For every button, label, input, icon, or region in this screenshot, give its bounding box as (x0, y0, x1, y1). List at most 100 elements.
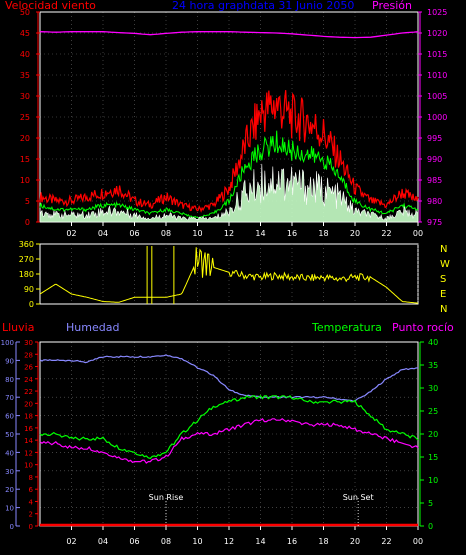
x-tick-label: 02 (66, 229, 76, 238)
series-average-fill (39, 163, 419, 223)
x-tick-label: 02 (66, 537, 76, 546)
x-tick-label: 16 (287, 537, 297, 546)
x-tick-label: 10 (192, 537, 202, 546)
y-tick-label: 20 (428, 430, 438, 439)
y-tick-label: 180 (19, 270, 34, 279)
rain-label: Lluvia (2, 321, 34, 334)
sunrise-label: Sun Rise (149, 493, 184, 502)
series-direction (39, 247, 419, 304)
y-tick-label: 14 (24, 437, 33, 445)
y-tick-label: 995 (427, 134, 442, 143)
compass-label: N (440, 244, 447, 255)
y-tick-label: 0 (25, 218, 30, 227)
y-tick-label: 20 (24, 400, 33, 408)
y-tick-label: 360 (19, 240, 34, 249)
series-pressure (39, 31, 419, 39)
wind-speed-label: Velocidad viento (5, 0, 96, 12)
y-tick-label: 25 (428, 407, 438, 416)
sunset-label: Sun Set (343, 493, 374, 502)
y-tick-label: 0 (428, 522, 433, 531)
x-tick-label: 22 (381, 537, 391, 546)
x-tick-label: 12 (224, 229, 234, 238)
y-tick-label: 10 (428, 476, 438, 485)
y-tick-label: 35 (428, 361, 438, 370)
y-tick-label: 90 (5, 357, 14, 365)
y-tick-label: 0 (10, 523, 14, 531)
y-tick-label: 18 (24, 413, 33, 421)
y-tick-label: 10 (5, 505, 14, 513)
temperature-label: Temperatura (311, 321, 382, 334)
series-gust (39, 90, 419, 213)
y-tick-label: 45 (20, 29, 30, 38)
y-tick-label: 990 (427, 155, 442, 164)
y-tick-label: 40 (5, 449, 14, 457)
y-tick-label: 1015 (427, 50, 447, 59)
y-tick-label: 0 (29, 300, 34, 309)
x-tick-label: 14 (255, 229, 265, 238)
humidity-label: Humedad (66, 321, 119, 334)
y-tick-label: 10 (20, 176, 30, 185)
y-tick-label: 20 (20, 134, 30, 143)
x-tick-label: 08 (161, 537, 171, 546)
y-tick-label: 30 (20, 92, 30, 101)
series-dewpoint (39, 417, 419, 464)
temp-humidity-panel: 0102030405060708090100024681012141618202… (1, 338, 439, 546)
y-tick-label: 20 (5, 486, 14, 494)
y-tick-label: 1010 (427, 71, 447, 80)
y-tick-label: 1025 (427, 8, 447, 17)
y-tick-label: 30 (5, 468, 14, 476)
y-tick-label: 40 (428, 338, 438, 347)
y-tick-label: 4 (29, 498, 34, 506)
y-tick-label: 1020 (427, 29, 447, 38)
compass-label: S (440, 274, 446, 285)
x-tick-label: 06 (129, 537, 139, 546)
x-tick-label: 10 (192, 229, 202, 238)
y-tick-label: 10 (24, 462, 33, 470)
x-tick-label: 20 (350, 537, 360, 546)
x-tick-label: 12 (224, 537, 234, 546)
chart-title: 24 hora graphdata 31 Junio 2050 (172, 0, 354, 12)
x-tick-label: 08 (161, 229, 171, 238)
y-tick-label: 16 (24, 425, 33, 433)
x-tick-label: 18 (318, 229, 328, 238)
y-tick-label: 6 (29, 486, 34, 494)
x-tick-label: 04 (98, 537, 108, 546)
x-tick-label: 14 (255, 537, 265, 546)
x-tick-label: 22 (381, 229, 391, 238)
y-tick-label: 26 (24, 364, 33, 372)
y-tick-label: 5 (428, 499, 433, 508)
x-tick-label: 00 (413, 537, 423, 546)
y-tick-label: 1000 (427, 113, 447, 122)
y-tick-label: 985 (427, 176, 442, 185)
y-tick-label: 50 (20, 8, 30, 17)
x-tick-label: 00 (413, 229, 423, 238)
compass-label: E (440, 289, 446, 300)
series-temperature (39, 394, 419, 460)
y-tick-label: 8 (29, 474, 33, 482)
y-tick-label: 15 (428, 453, 438, 462)
y-tick-label: 100 (1, 339, 14, 347)
y-tick-label: 60 (5, 413, 14, 421)
y-tick-label: 22 (24, 388, 33, 396)
y-tick-label: 28 (24, 351, 33, 359)
y-tick-label: 0 (29, 523, 33, 531)
y-tick-label: 50 (5, 431, 14, 439)
y-tick-label: 30 (24, 339, 33, 347)
y-tick-label: 40 (20, 50, 30, 59)
y-tick-label: 70 (5, 394, 14, 402)
compass-label: N (440, 304, 447, 315)
y-tick-label: 25 (20, 113, 30, 122)
x-tick-label: 20 (350, 229, 360, 238)
y-tick-label: 5 (25, 197, 30, 206)
y-tick-label: 30 (428, 384, 438, 393)
y-tick-label: 975 (427, 218, 442, 227)
x-tick-label: 16 (287, 229, 297, 238)
y-tick-label: 24 (24, 376, 33, 384)
y-tick-label: 80 (5, 376, 14, 384)
y-tick-label: 90 (24, 285, 34, 294)
x-tick-label: 18 (318, 537, 328, 546)
y-tick-label: 35 (20, 71, 30, 80)
y-tick-label: 980 (427, 197, 442, 206)
y-tick-label: 1005 (427, 92, 447, 101)
